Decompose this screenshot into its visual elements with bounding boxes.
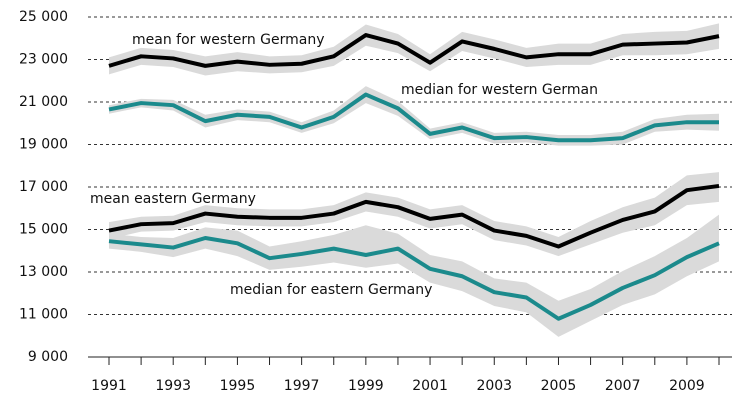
series-label: median for western German — [401, 82, 598, 98]
x-tick-label: 1993 — [155, 378, 191, 394]
x-tick-label: 1995 — [220, 378, 256, 394]
series-label: mean for western Germany — [132, 32, 325, 48]
y-tick-label: 15 000 — [19, 222, 68, 238]
x-tick-label: 2001 — [412, 378, 448, 394]
line — [108, 183, 720, 249]
series-label: median for eastern Germany — [230, 282, 432, 298]
x-tick-label: 2009 — [669, 378, 705, 394]
x-tick-label: 2005 — [541, 378, 577, 394]
line — [108, 33, 720, 68]
y-tick-label: 11 000 — [19, 307, 68, 323]
line — [108, 236, 720, 321]
line — [108, 92, 719, 143]
x-tick-label: 2003 — [476, 378, 512, 394]
y-tick-label: 17 000 — [19, 179, 68, 195]
y-tick-label: 25 000 — [19, 9, 68, 25]
confidence-band — [109, 86, 719, 146]
x-tick-label: 2007 — [605, 378, 641, 394]
y-tick-label: 19 000 — [19, 137, 68, 153]
x-tick-label: 1997 — [284, 378, 320, 394]
y-tick-label: 23 000 — [19, 52, 68, 68]
x-tick-label: 1991 — [91, 378, 127, 394]
y-tick-label: 13 000 — [19, 264, 68, 280]
y-tick-label: 21 000 — [19, 94, 68, 110]
y-tick-label: 9 000 — [28, 349, 68, 365]
x-tick-label: 1999 — [348, 378, 384, 394]
series-label: mean eastern Germany — [90, 191, 256, 207]
confidence-band — [109, 214, 719, 337]
